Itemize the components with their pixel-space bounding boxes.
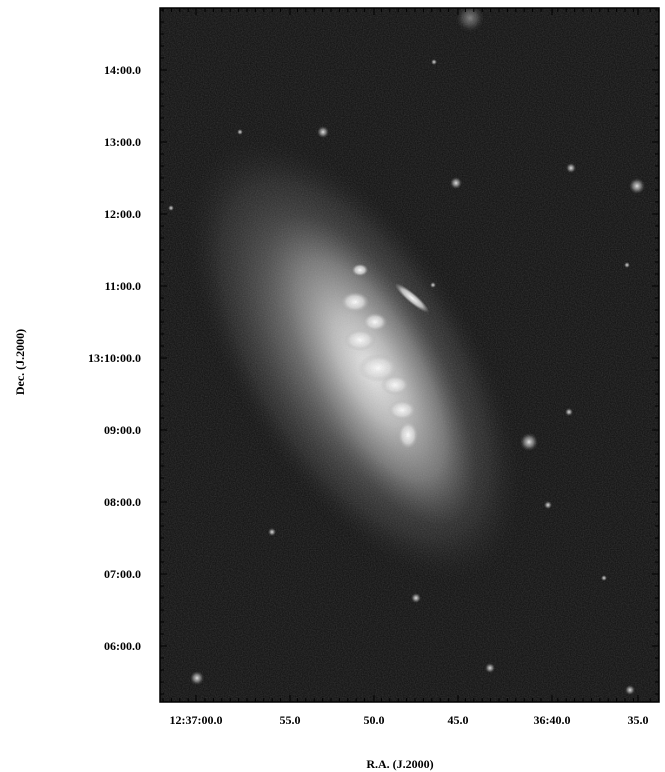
y-tick-label: 08:00.0 (104, 495, 141, 509)
y-tick-label: 13:10:00.0 (88, 351, 141, 365)
image-frame (159, 7, 660, 703)
axis-ticks (160, 8, 660, 702)
y-tick-label: 14:00.0 (104, 63, 141, 77)
y-tick-label: 09:00.0 (104, 423, 141, 437)
y-axis-tick-labels: 14:00.0 13:00.0 12:00.0 11:00.0 13:10:00… (88, 63, 141, 653)
x-tick-label: 36:40.0 (534, 713, 571, 727)
x-axis-title: R.A. (J.2000) (366, 757, 433, 771)
x-tick-label: 12:37:00.0 (170, 713, 223, 727)
x-tick-label: 45.0 (448, 713, 469, 727)
x-axis-tick-labels: 12:37:00.0 55.0 50.0 45.0 36:40.0 35.0 (170, 713, 649, 727)
x-tick-label: 50.0 (364, 713, 385, 727)
galaxy-image (160, 8, 659, 702)
y-tick-label: 12:00.0 (104, 207, 141, 221)
x-tick-label: 55.0 (280, 713, 301, 727)
y-tick-label: 06:00.0 (104, 639, 141, 653)
y-tick-label: 13:00.0 (104, 135, 141, 149)
y-axis-title: Dec. (J.2000) (13, 329, 27, 395)
x-tick-label: 35.0 (628, 713, 649, 727)
y-tick-label: 11:00.0 (105, 279, 141, 293)
y-tick-label: 07:00.0 (104, 567, 141, 581)
